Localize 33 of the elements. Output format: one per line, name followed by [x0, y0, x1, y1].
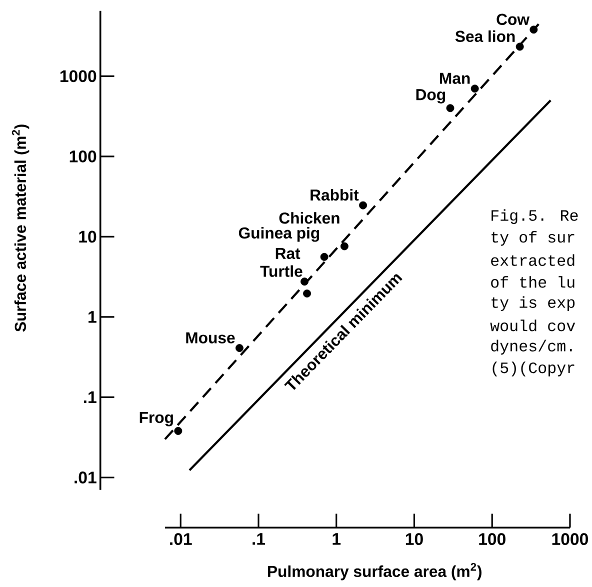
annotation: Dog — [416, 89, 446, 104]
annotation: of the lu — [491, 276, 574, 288]
annotation: Guinea pig — [238, 226, 320, 242]
annotation: extracted — [491, 254, 574, 266]
annotation: Rabbit — [310, 188, 359, 201]
x-tick-label: .1 — [252, 533, 266, 545]
y-axis-title: Surface active material (m$^{2}$) — [12, 124, 30, 332]
x-tick-label: .01 — [170, 533, 192, 545]
annotation: (5)(Copyr — [492, 361, 574, 376]
y-tick-label: 10 — [79, 230, 96, 243]
annotation: ty is exp — [492, 296, 575, 311]
y-tick-label: 100 — [70, 150, 96, 162]
y-tick-label: .01 — [74, 471, 96, 484]
annotation: Cow — [496, 14, 530, 25]
annotation: would cov — [490, 319, 576, 332]
annotation: Mouse — [186, 332, 235, 344]
y-tick-label: 1 — [88, 311, 96, 323]
x-tick-label: 10 — [406, 533, 423, 545]
y-tick-label: 1000 — [60, 70, 96, 82]
x-tick-label: 1000 — [552, 533, 588, 545]
annotation: Chicken — [279, 212, 340, 224]
annotation: Fig.5. Re — [492, 209, 578, 224]
annotation: Rat — [276, 248, 300, 259]
y-tick-label: .1 — [84, 391, 96, 403]
annotation: Man — [440, 72, 470, 84]
annotation: Turtle — [260, 265, 302, 277]
annotation: dynes/cm. — [491, 340, 572, 354]
x-tick-label: 1 — [332, 533, 341, 545]
annotation: Frog — [140, 412, 173, 426]
x-axis-title: Pulmonary surface area (m$^{2}$) — [268, 562, 482, 580]
annotation: Sea lion — [455, 30, 515, 42]
annotation: ty of sur — [492, 230, 574, 246]
x-tick-label: 100 — [479, 533, 506, 545]
